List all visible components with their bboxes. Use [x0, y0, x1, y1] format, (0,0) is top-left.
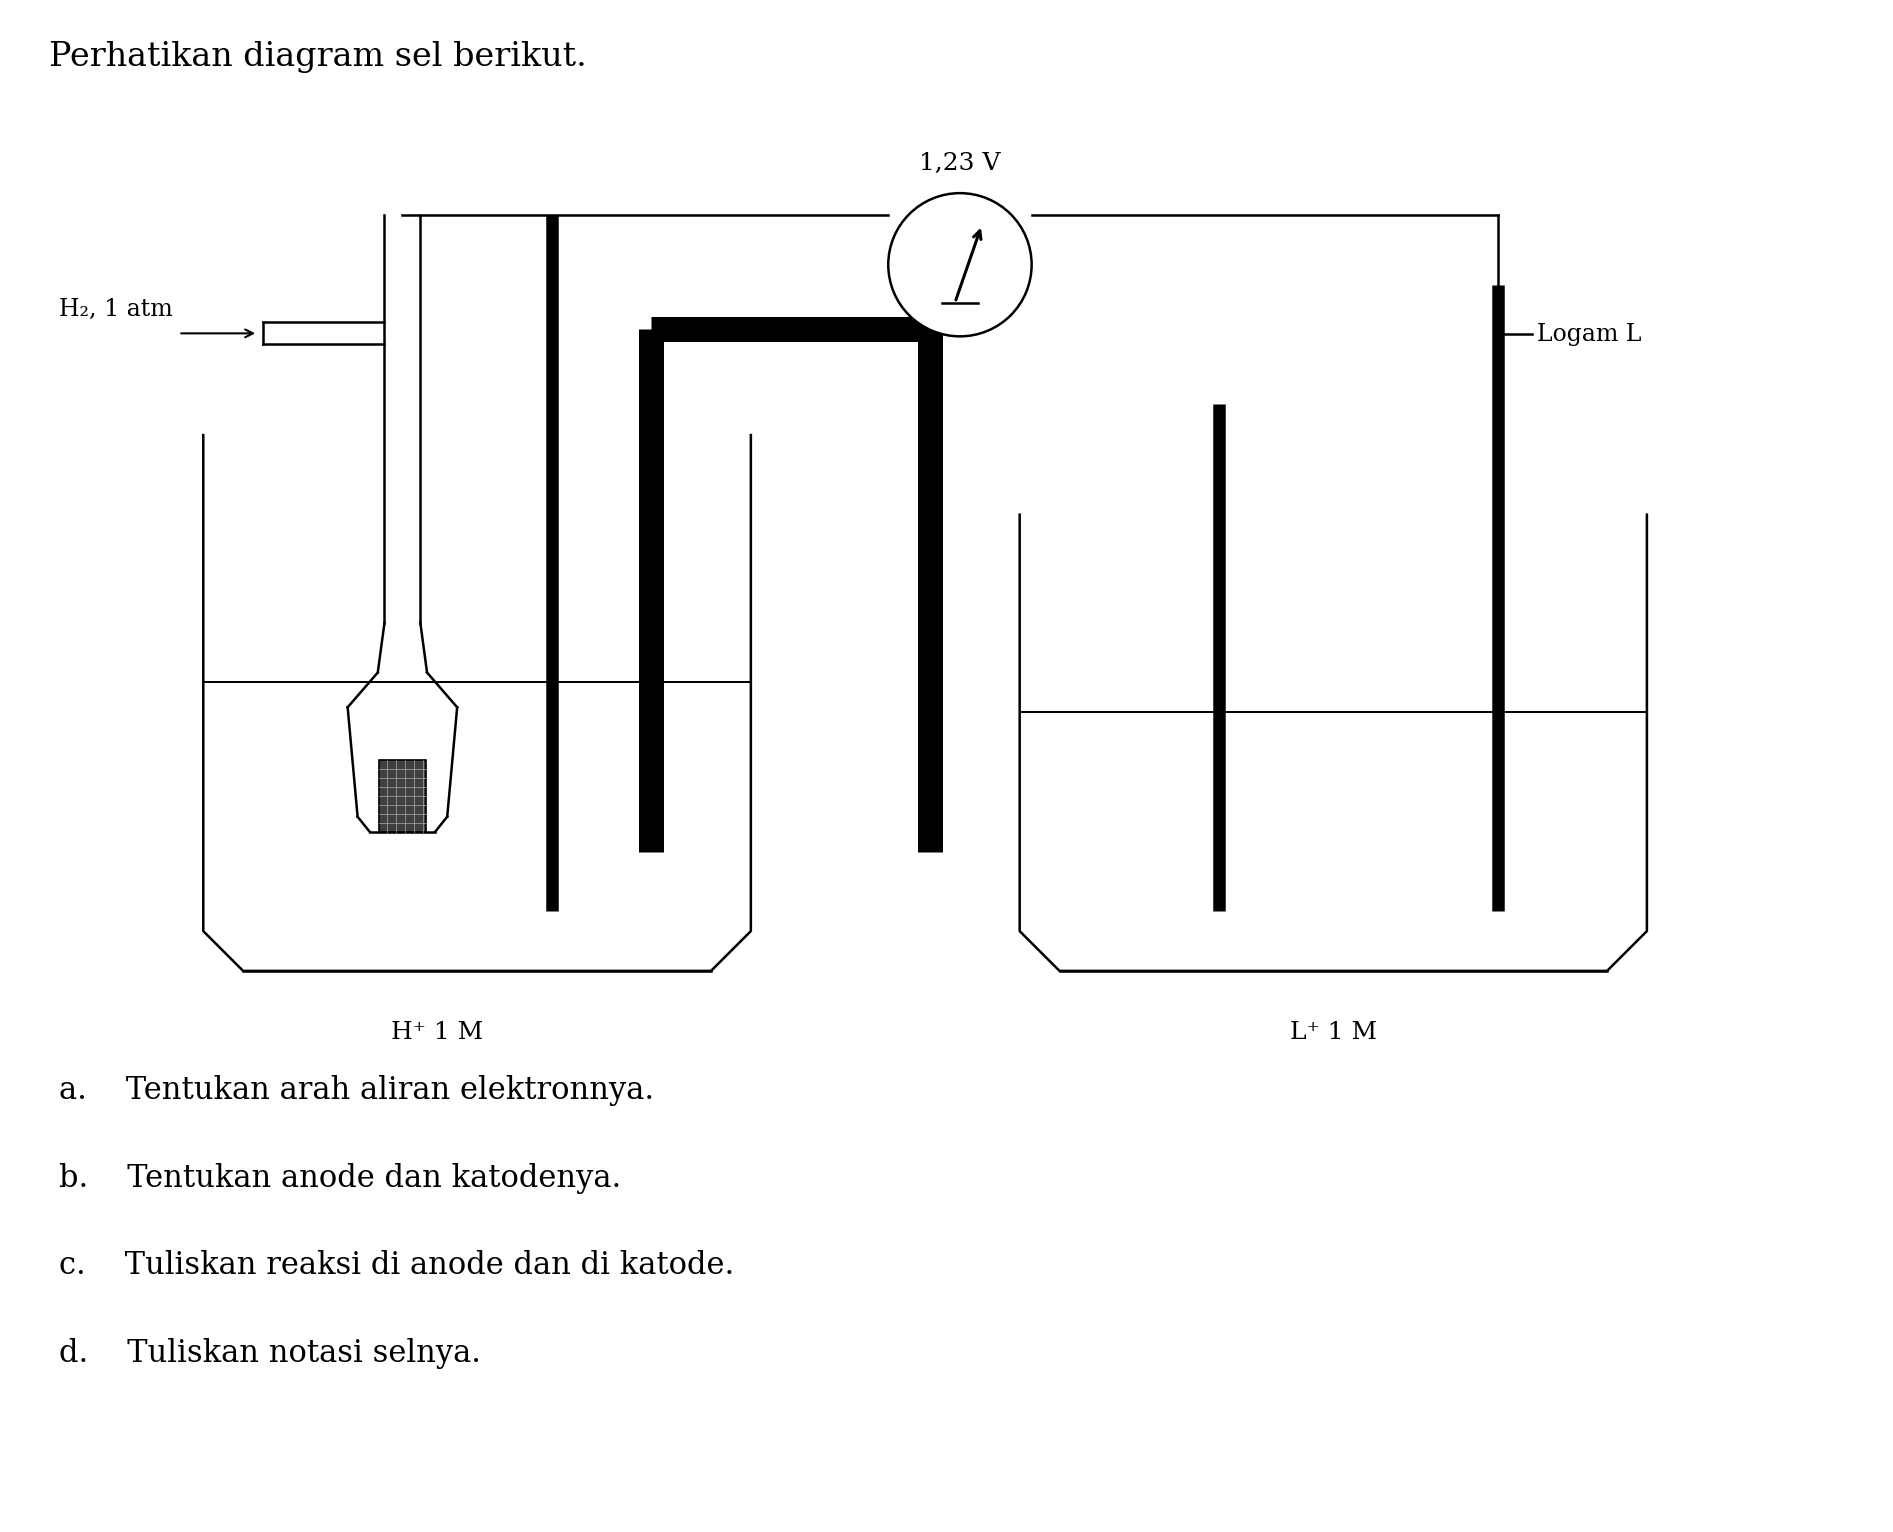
- Text: H⁺ 1 M: H⁺ 1 M: [392, 1020, 483, 1043]
- Text: c.    Tuliskan reaksi di anode dan di katode.: c. Tuliskan reaksi di anode dan di katod…: [59, 1250, 734, 1281]
- Text: a.    Tentukan arah aliran elektronnya.: a. Tentukan arah aliran elektronnya.: [59, 1075, 655, 1106]
- Text: 1,23 V: 1,23 V: [920, 152, 1001, 175]
- Circle shape: [888, 193, 1032, 337]
- Text: Perhatikan diagram sel berikut.: Perhatikan diagram sel berikut.: [49, 41, 587, 74]
- Text: L⁺ 1 M: L⁺ 1 M: [1289, 1020, 1376, 1043]
- Text: H₂, 1 atm: H₂, 1 atm: [59, 299, 172, 322]
- Bar: [379, 760, 426, 832]
- Text: b.    Tentukan anode dan katodenya.: b. Tentukan anode dan katodenya.: [59, 1163, 621, 1193]
- Text: d.    Tuliskan notasi selnya.: d. Tuliskan notasi selnya.: [59, 1337, 481, 1370]
- Text: Logam L: Logam L: [1537, 323, 1641, 346]
